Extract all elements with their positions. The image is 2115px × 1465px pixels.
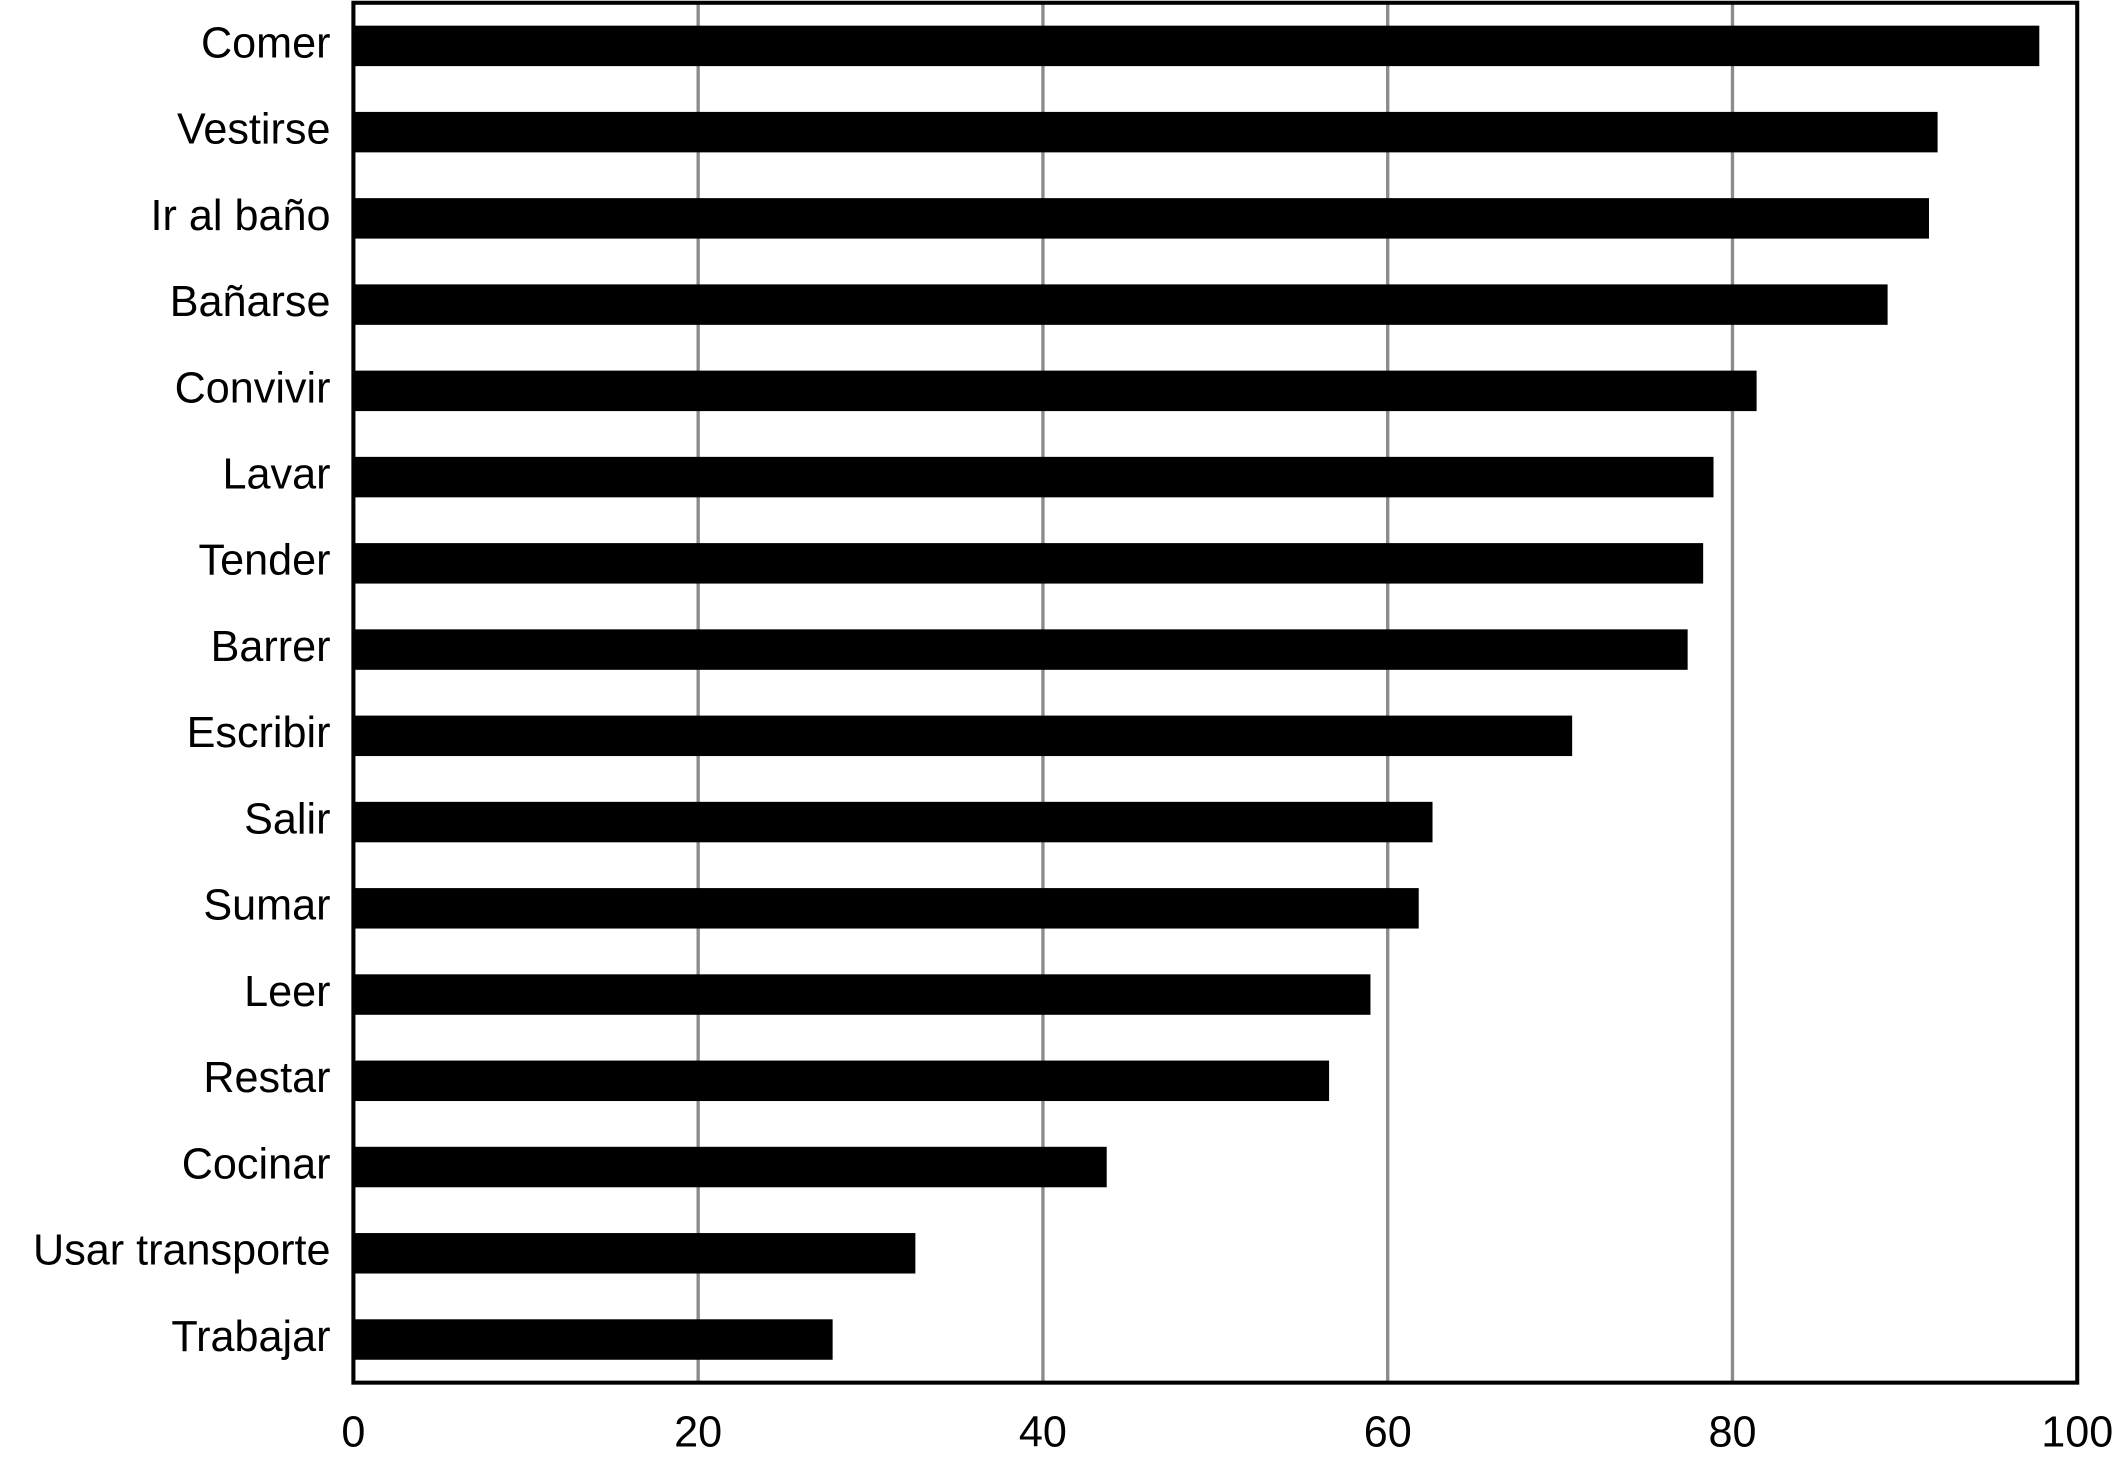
y-tick-label: Cocinar [182, 1140, 331, 1188]
y-tick-label: Ir al baño [151, 192, 331, 240]
x-tick-label: 40 [1019, 1409, 1067, 1457]
bar [353, 888, 1419, 929]
y-tick-label: Usar transporte [33, 1227, 330, 1275]
bar [353, 1060, 1330, 1102]
bar [353, 629, 1688, 670]
bar [353, 1319, 833, 1360]
y-tick-label: Salir [244, 795, 330, 843]
y-tick-label: Escribir [187, 709, 331, 757]
bar [353, 370, 1757, 412]
y-tick-label: Trabajar [171, 1313, 330, 1361]
y-tick-label: Restar [203, 1054, 330, 1102]
y-tick-label: Bañarse [170, 278, 331, 326]
bar [353, 284, 1888, 325]
y-tick-label: Tender [199, 537, 331, 585]
y-tick-label: Sumar [203, 882, 330, 930]
y-tick-label: Barrer [211, 623, 331, 671]
bar [353, 715, 1573, 757]
bar [353, 1233, 916, 1274]
y-tick-label: Lavar [223, 451, 331, 499]
y-tick-label: Convivir [175, 364, 331, 412]
bar [353, 25, 2040, 67]
bar [353, 801, 1433, 843]
y-tick-label: Leer [244, 968, 330, 1016]
x-tick-label: 100 [2041, 1409, 2113, 1457]
bar [353, 111, 1938, 153]
bar [353, 456, 1714, 498]
bar [353, 543, 1704, 584]
x-tick-label: 60 [1364, 1409, 1412, 1457]
x-tick-label: 0 [341, 1409, 365, 1457]
x-tick-label: 20 [674, 1409, 722, 1457]
y-tick-label: Vestirse [177, 106, 331, 154]
bar [353, 1146, 1107, 1188]
y-tick-label: Comer [201, 19, 331, 67]
x-tick-label: 80 [1708, 1409, 1756, 1457]
plot-frame [351, 0, 2080, 1385]
bar [353, 974, 1371, 1015]
bar [353, 198, 1929, 239]
